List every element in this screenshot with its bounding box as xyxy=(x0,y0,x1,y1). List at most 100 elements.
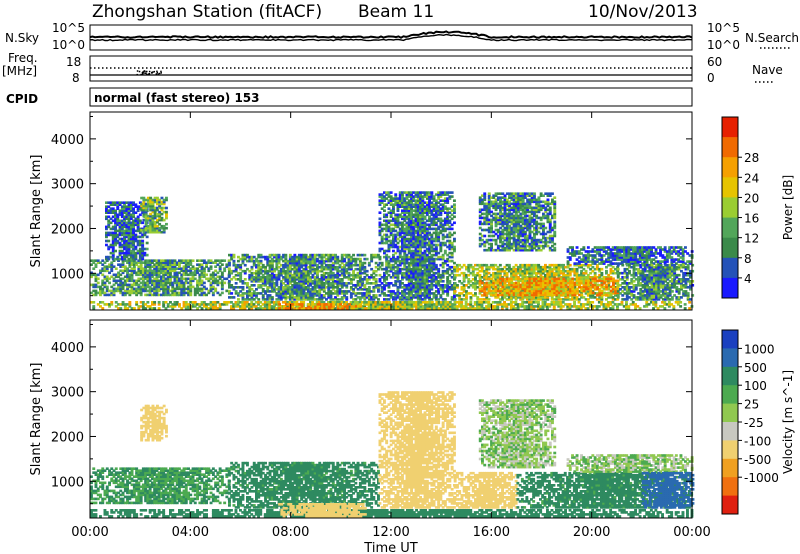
nave-tick-bottom: 0 xyxy=(707,71,715,85)
rti-plot: Zhongshan Station (fitACF) Beam 11 10/No… xyxy=(0,0,800,554)
freq-dot xyxy=(151,72,153,74)
power-cell xyxy=(345,296,348,299)
station-title: Zhongshan Station (fitACF) xyxy=(92,2,322,22)
power-cell xyxy=(456,284,459,287)
power-cell xyxy=(244,278,247,281)
power-cell xyxy=(460,301,463,304)
power-cell xyxy=(178,303,181,306)
noise-right-tick-top: 10^5 xyxy=(707,21,740,35)
power-cell xyxy=(165,207,168,210)
power-cell xyxy=(359,258,362,261)
power-cell xyxy=(453,199,456,202)
freq-dot xyxy=(139,71,141,73)
power-cell xyxy=(135,301,138,304)
power-cell xyxy=(233,254,236,257)
power-cell xyxy=(257,298,260,301)
power-cell xyxy=(165,211,168,214)
power-cell xyxy=(225,290,228,293)
power-cell xyxy=(278,307,281,310)
power-cell xyxy=(141,240,144,243)
cpid-panel: CPID normal (fast stereo) 153 xyxy=(6,88,692,106)
power-cell xyxy=(488,298,491,301)
power-cell xyxy=(359,303,362,306)
power-cell xyxy=(508,264,511,267)
power-cell xyxy=(537,301,540,304)
power-cell xyxy=(363,262,366,265)
power-cell xyxy=(679,301,682,304)
freq-dot xyxy=(145,73,147,75)
power-cell xyxy=(146,254,149,257)
power-cell xyxy=(663,307,666,310)
power-cell xyxy=(153,301,156,304)
noise-panel: N.Sky 10^5 10^0 10^5 10^0 N.Search xyxy=(5,21,799,52)
power-cell xyxy=(469,301,472,304)
power-cell xyxy=(451,195,454,198)
freq-label-1: Freq. xyxy=(8,51,38,65)
power-cell xyxy=(454,298,457,301)
power-cell xyxy=(336,256,339,259)
power-cell xyxy=(444,250,447,253)
power-cell xyxy=(165,223,168,226)
freq-tick-bottom: 8 xyxy=(72,71,80,85)
power-cell xyxy=(253,284,256,287)
power-cell xyxy=(128,301,131,304)
power-cell xyxy=(242,286,245,289)
power-cell xyxy=(141,222,144,225)
freq-dot xyxy=(157,73,159,75)
power-cell xyxy=(451,228,454,231)
power-cell xyxy=(444,298,447,301)
power-cell xyxy=(146,301,149,304)
freq-dot xyxy=(156,71,158,73)
power-cell xyxy=(379,211,382,214)
power-cell xyxy=(244,264,247,267)
power-cell xyxy=(573,301,576,304)
power-cell xyxy=(352,254,355,257)
freq-dot xyxy=(160,72,162,74)
power-cell xyxy=(110,301,113,304)
power-cell xyxy=(453,222,456,225)
freq-panel: Freq. [MHz] 18 8 60 0 Nave xyxy=(2,51,783,85)
power-cell xyxy=(233,296,236,299)
noise-right-label: N.Search xyxy=(745,31,799,45)
power-cell xyxy=(158,301,161,304)
power-cell xyxy=(379,256,382,259)
power-cell xyxy=(107,240,110,243)
power-cell xyxy=(146,248,149,251)
power-cell xyxy=(230,292,233,295)
power-cell xyxy=(221,292,224,295)
power-cell xyxy=(688,301,691,304)
power-cell xyxy=(308,303,311,306)
power-cell xyxy=(453,262,456,265)
power-data xyxy=(90,191,694,309)
beam-label: Beam 11 xyxy=(358,2,434,22)
power-cell xyxy=(453,232,456,235)
power-cell xyxy=(237,298,240,301)
power-cell xyxy=(108,282,111,285)
power-cell xyxy=(119,307,122,310)
power-cell xyxy=(114,250,117,253)
power-cell xyxy=(158,307,161,310)
power-cell xyxy=(453,203,456,206)
power-cell xyxy=(654,301,657,304)
power-cell xyxy=(233,260,236,263)
power-cell xyxy=(390,191,393,194)
freq-dot xyxy=(156,73,158,75)
power-cell xyxy=(278,303,281,306)
power-cell xyxy=(448,280,451,283)
cpid-value: normal (fast stereo) 153 xyxy=(94,91,260,105)
power-cell xyxy=(146,242,149,245)
nave-tick-top: 60 xyxy=(707,55,722,69)
freq-dot xyxy=(157,72,159,74)
power-cell xyxy=(474,292,477,295)
noise-left-tick-bottom: 10^0 xyxy=(52,38,85,52)
power-cell xyxy=(363,266,366,269)
date-label: 10/Nov/2013 xyxy=(588,2,698,22)
power-cell xyxy=(284,254,287,257)
power-cell xyxy=(375,294,378,297)
power-cell xyxy=(106,286,109,289)
freq-dot xyxy=(142,73,144,75)
power-cell xyxy=(271,296,274,299)
power-cell xyxy=(205,274,208,277)
power-cell xyxy=(153,307,156,310)
freq-tick-top: 18 xyxy=(66,55,81,69)
